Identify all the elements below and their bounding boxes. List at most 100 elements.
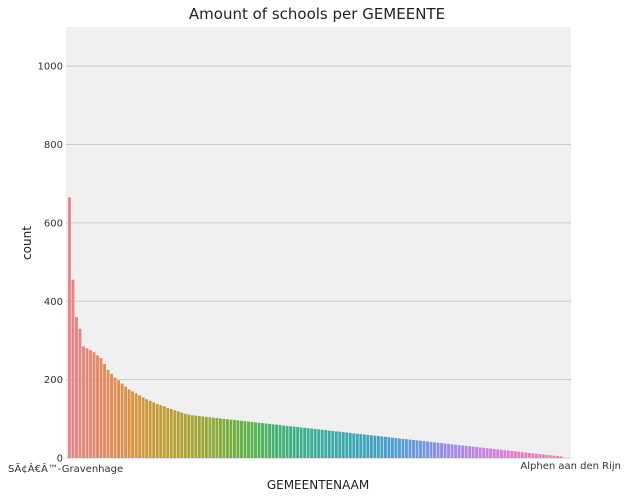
- bar: [450, 444, 454, 458]
- y-tick-label: 400: [44, 297, 63, 308]
- bar: [204, 416, 208, 458]
- bar: [380, 436, 384, 458]
- bar: [334, 431, 338, 458]
- bar: [169, 409, 173, 458]
- bar: [145, 399, 149, 458]
- bar: [176, 411, 180, 458]
- bar: [387, 437, 391, 458]
- bar: [499, 449, 503, 458]
- bar: [541, 454, 545, 458]
- bar: [250, 421, 254, 458]
- bar: [240, 420, 243, 458]
- bar: [401, 438, 405, 458]
- bar: [426, 441, 429, 458]
- bar: [436, 442, 440, 458]
- y-axis-label: count: [20, 226, 34, 260]
- bar: [524, 452, 528, 458]
- bar: [282, 425, 286, 458]
- bar: [355, 433, 359, 458]
- bar: [429, 441, 433, 458]
- bar: [233, 419, 236, 458]
- bar: [162, 406, 166, 458]
- bar: [454, 444, 458, 458]
- bar: [159, 405, 163, 458]
- y-tick-label: 200: [44, 375, 63, 386]
- bar: [478, 447, 482, 458]
- bars: [68, 197, 563, 458]
- chart-title: Amount of schools per GEMEENTE: [189, 5, 445, 23]
- bar: [124, 386, 128, 458]
- bar: [517, 451, 521, 458]
- bar: [341, 432, 345, 458]
- bar: [275, 424, 279, 458]
- bar: [173, 410, 177, 458]
- bar: [78, 328, 82, 458]
- bar: [222, 418, 226, 458]
- bar: [92, 352, 96, 458]
- bar: [310, 428, 314, 458]
- bar: [419, 440, 422, 458]
- bar: [461, 445, 465, 458]
- bar: [552, 455, 556, 458]
- bar: [433, 442, 436, 458]
- bar: [138, 395, 142, 458]
- bar: [485, 448, 489, 458]
- bar: [134, 393, 138, 458]
- y-tick-label: 800: [44, 140, 63, 151]
- bar: [376, 436, 380, 458]
- bar: [369, 435, 373, 458]
- bar: [359, 434, 363, 458]
- bar: [201, 416, 205, 458]
- bar: [211, 417, 215, 458]
- bar: [264, 423, 268, 458]
- bar: [345, 432, 349, 458]
- bar: [348, 432, 352, 458]
- x-tick-first-label: SÃ¢Â€Â™-Gravenhage: [8, 462, 123, 475]
- bar: [278, 425, 282, 458]
- bar: [218, 418, 222, 458]
- bar: [187, 414, 191, 458]
- bar: [317, 429, 321, 458]
- bar: [366, 434, 370, 458]
- bar: [194, 415, 198, 458]
- bar: [447, 443, 451, 458]
- bar: [208, 417, 212, 458]
- y-tick-label: 1000: [38, 62, 63, 73]
- bar: [120, 383, 124, 458]
- bar: [71, 279, 75, 458]
- bar: [261, 423, 264, 458]
- bar: [489, 448, 493, 458]
- bar: [148, 400, 152, 458]
- bar: [289, 426, 293, 458]
- bar: [496, 449, 500, 458]
- bar: [247, 421, 250, 458]
- bar: [268, 423, 271, 458]
- bar: [127, 389, 131, 458]
- bar: [468, 446, 472, 458]
- bar: [254, 422, 257, 458]
- bar: [82, 346, 85, 458]
- bar: [464, 445, 468, 458]
- bar: [303, 427, 307, 458]
- bar: [215, 418, 219, 458]
- bar: [412, 439, 415, 458]
- bar: [471, 446, 475, 458]
- bar: [106, 369, 110, 458]
- bar: [320, 429, 324, 458]
- bar: [85, 348, 89, 458]
- y-tick-label: 0: [57, 454, 63, 465]
- x-axis-label: GEMEENTENAAM: [267, 478, 369, 492]
- bar: [534, 453, 538, 458]
- bar: [89, 350, 92, 458]
- bar: [548, 455, 552, 458]
- bar: [492, 448, 496, 458]
- bar: [440, 443, 444, 458]
- x-tick-last-label: Alphen aan den Rijn: [520, 461, 621, 472]
- bar: [324, 430, 328, 458]
- bar: [475, 447, 479, 458]
- bar: [296, 427, 300, 458]
- bar: [99, 358, 103, 458]
- bar: [229, 419, 233, 458]
- bar: [299, 427, 303, 458]
- y-tick-label: 600: [44, 218, 63, 229]
